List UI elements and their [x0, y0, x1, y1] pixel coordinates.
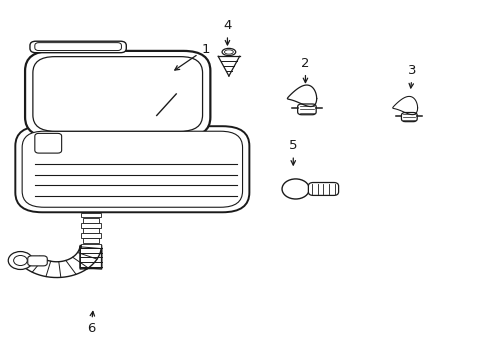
Bar: [81, 213, 101, 217]
Circle shape: [14, 256, 27, 266]
FancyBboxPatch shape: [308, 183, 338, 195]
FancyBboxPatch shape: [22, 131, 242, 207]
Bar: [83, 228, 99, 233]
Bar: [81, 223, 101, 228]
Polygon shape: [287, 85, 316, 107]
FancyBboxPatch shape: [297, 104, 316, 115]
FancyBboxPatch shape: [33, 57, 202, 131]
Circle shape: [282, 179, 309, 199]
FancyBboxPatch shape: [30, 41, 126, 53]
FancyBboxPatch shape: [25, 51, 210, 137]
Text: 3: 3: [407, 64, 416, 88]
Text: 5: 5: [288, 139, 297, 165]
FancyBboxPatch shape: [35, 42, 121, 50]
Bar: [81, 233, 101, 238]
Ellipse shape: [224, 50, 233, 54]
Text: 6: 6: [86, 311, 95, 335]
FancyBboxPatch shape: [15, 126, 249, 212]
FancyBboxPatch shape: [401, 113, 416, 122]
Text: 2: 2: [301, 57, 309, 82]
Circle shape: [8, 252, 33, 270]
Polygon shape: [392, 96, 417, 115]
FancyBboxPatch shape: [35, 134, 61, 153]
Bar: [83, 238, 99, 243]
Ellipse shape: [222, 48, 235, 55]
FancyBboxPatch shape: [28, 256, 47, 266]
Text: 1: 1: [174, 42, 209, 70]
Bar: [83, 218, 99, 222]
Bar: [81, 243, 101, 248]
Text: 4: 4: [223, 19, 231, 45]
